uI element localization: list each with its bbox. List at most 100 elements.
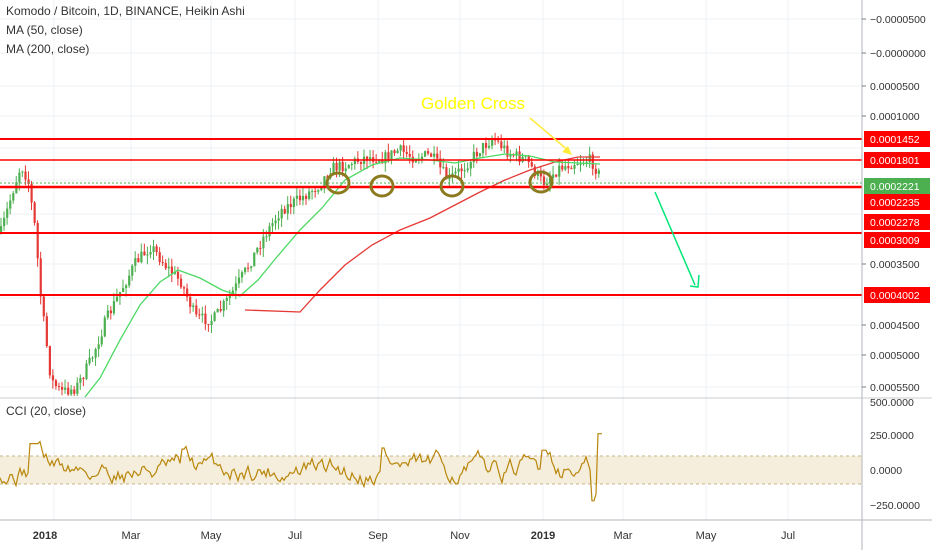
candle-body — [244, 267, 247, 273]
time-axis-label: 2018 — [33, 530, 57, 542]
candle-body — [472, 151, 475, 162]
golden-cross-arrow — [529, 117, 571, 153]
candle-body — [222, 300, 225, 311]
level-label-box — [864, 152, 930, 168]
price-axis-label: −0.0000500 — [870, 14, 926, 26]
candle-body — [155, 246, 158, 253]
time-axis-label: Mar — [614, 530, 633, 542]
candle-body — [469, 161, 472, 169]
time-axis-label: 2019 — [531, 530, 555, 542]
golden-cross-arrowhead — [562, 146, 572, 155]
candle-body — [378, 160, 381, 163]
candle-body — [140, 251, 143, 263]
price-axis-label: 0.0005500 — [870, 382, 920, 394]
candle-body — [198, 314, 201, 316]
level-labels: 0.0001452 0.0001801 0.0002221 0.0002235 0.00… — [864, 131, 930, 303]
candle-body — [204, 313, 207, 325]
candle-body — [277, 218, 280, 221]
candle-body — [384, 152, 387, 164]
level-label-box — [864, 232, 930, 248]
candle-body — [12, 193, 15, 201]
candle-body — [420, 156, 424, 160]
candle-body — [484, 143, 488, 148]
candle-body — [488, 145, 491, 148]
level-label-box — [864, 131, 930, 147]
candle-body — [399, 145, 402, 151]
candle-body — [158, 252, 161, 263]
candle-body — [405, 151, 408, 154]
candle-body — [137, 258, 140, 263]
candle-body — [353, 158, 356, 165]
candle-body — [216, 309, 219, 313]
candle-body — [256, 247, 259, 253]
candle-body — [308, 191, 311, 199]
golden-cross-annotation: Golden Cross — [421, 94, 525, 113]
candle-body — [576, 163, 579, 166]
candle-body — [51, 375, 55, 381]
candle-body — [234, 283, 238, 291]
arrows — [529, 117, 700, 288]
down-arrowhead — [689, 274, 700, 288]
candle-body — [94, 348, 97, 358]
candle-body — [100, 336, 103, 345]
candle-body — [506, 145, 509, 157]
price-axis-label: 0.0005000 — [870, 350, 920, 362]
candle-body — [176, 271, 180, 279]
candle-body — [189, 296, 192, 307]
candle-body — [295, 195, 299, 199]
candle-body — [97, 344, 100, 349]
cci-axis-label: −250.0000 — [870, 500, 920, 512]
candle-body — [48, 346, 51, 376]
candle-body — [494, 139, 497, 141]
candle-body — [183, 287, 186, 289]
touch-circle — [369, 174, 395, 198]
candle-body — [240, 272, 244, 278]
candle-body — [323, 176, 326, 187]
candle-body — [30, 184, 33, 203]
candle-body — [103, 317, 106, 337]
candle-body — [311, 191, 314, 193]
candle-body — [570, 168, 573, 170]
candle-body — [549, 177, 552, 184]
candle-body — [481, 143, 485, 154]
candle-body — [213, 312, 216, 322]
candle-body — [39, 258, 42, 297]
candle-body — [542, 176, 546, 186]
candle-body — [33, 202, 36, 223]
candle-body — [6, 208, 9, 218]
candle-body — [359, 161, 363, 164]
candle-body — [195, 305, 198, 315]
candle-body — [591, 154, 594, 169]
candle-body — [131, 265, 134, 276]
candle-body — [579, 163, 582, 165]
candle-body — [57, 386, 61, 388]
candle-body — [314, 191, 317, 193]
candle-body — [588, 154, 591, 163]
candle-body — [161, 262, 164, 264]
candle-body — [79, 377, 82, 383]
level-label: 0.0004002 — [870, 290, 920, 302]
candle-body — [423, 151, 427, 157]
candle-body — [106, 310, 109, 318]
candle-body — [298, 195, 302, 201]
cci-line — [0, 433, 602, 502]
candle-body — [369, 157, 372, 161]
candle-body — [500, 141, 503, 149]
cci-axis-label: 500.0000 — [870, 397, 914, 409]
candle-body — [475, 151, 478, 157]
level-label: 0.0003009 — [870, 235, 920, 247]
candle-body — [225, 298, 228, 301]
cci-axis-label: 250.0000 — [870, 430, 914, 442]
candle-body — [533, 166, 536, 176]
candle-body — [305, 195, 308, 199]
candle-body — [414, 160, 417, 163]
candle-body — [9, 200, 12, 209]
price-axis-label: 0.0004500 — [870, 320, 920, 332]
support-resistance-lines — [0, 138, 862, 296]
candle-body — [228, 295, 231, 299]
candle-body — [545, 183, 549, 186]
candle-body — [262, 236, 265, 249]
ma50-line — [84, 153, 601, 398]
